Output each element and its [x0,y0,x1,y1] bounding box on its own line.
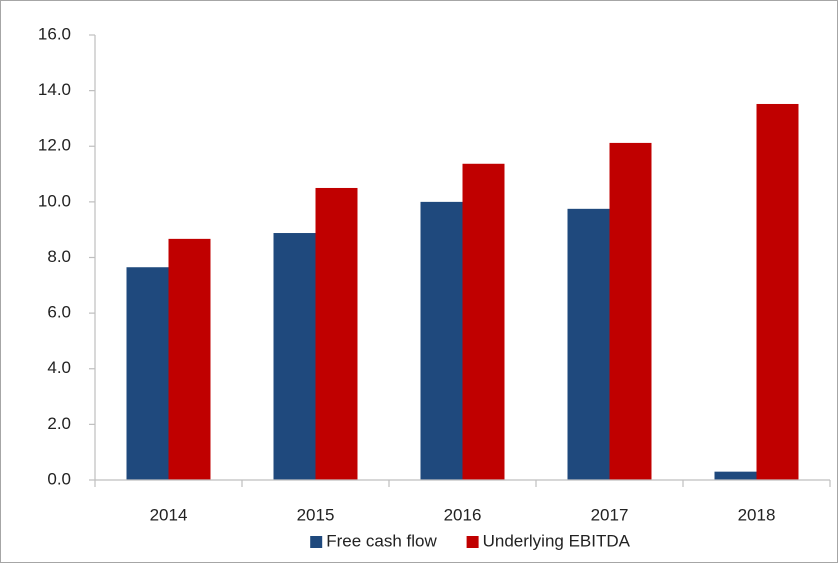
bar [273,233,316,480]
y-tick-label: 14.0 [38,80,71,99]
legend-label: Underlying EBITDA [483,531,631,550]
y-tick-label: 0.0 [47,469,71,488]
y-tick-label: 12.0 [38,136,71,155]
bar [609,142,652,480]
x-tick-label: 2015 [297,505,335,524]
bar [714,471,757,480]
x-tick-label: 2017 [591,505,629,524]
legend-swatch [310,536,323,548]
bar [315,187,358,480]
legend-swatch [466,536,479,548]
y-tick-label: 8.0 [47,247,71,266]
y-tick-label: 2.0 [47,414,71,433]
bar [420,201,463,480]
x-tick-label: 2018 [738,505,776,524]
bar [567,208,610,480]
y-tick-label: 4.0 [47,358,71,377]
y-tick-label: 10.0 [38,191,71,210]
bar [756,103,799,480]
x-tick-label: 2016 [444,505,482,524]
y-tick-label: 6.0 [47,303,71,322]
x-tick-label: 2014 [150,505,188,524]
bar [168,238,211,480]
y-tick-label: 16.0 [38,24,71,43]
legend-label: Free cash flow [326,531,437,550]
bar [126,267,169,480]
bar [462,163,505,480]
